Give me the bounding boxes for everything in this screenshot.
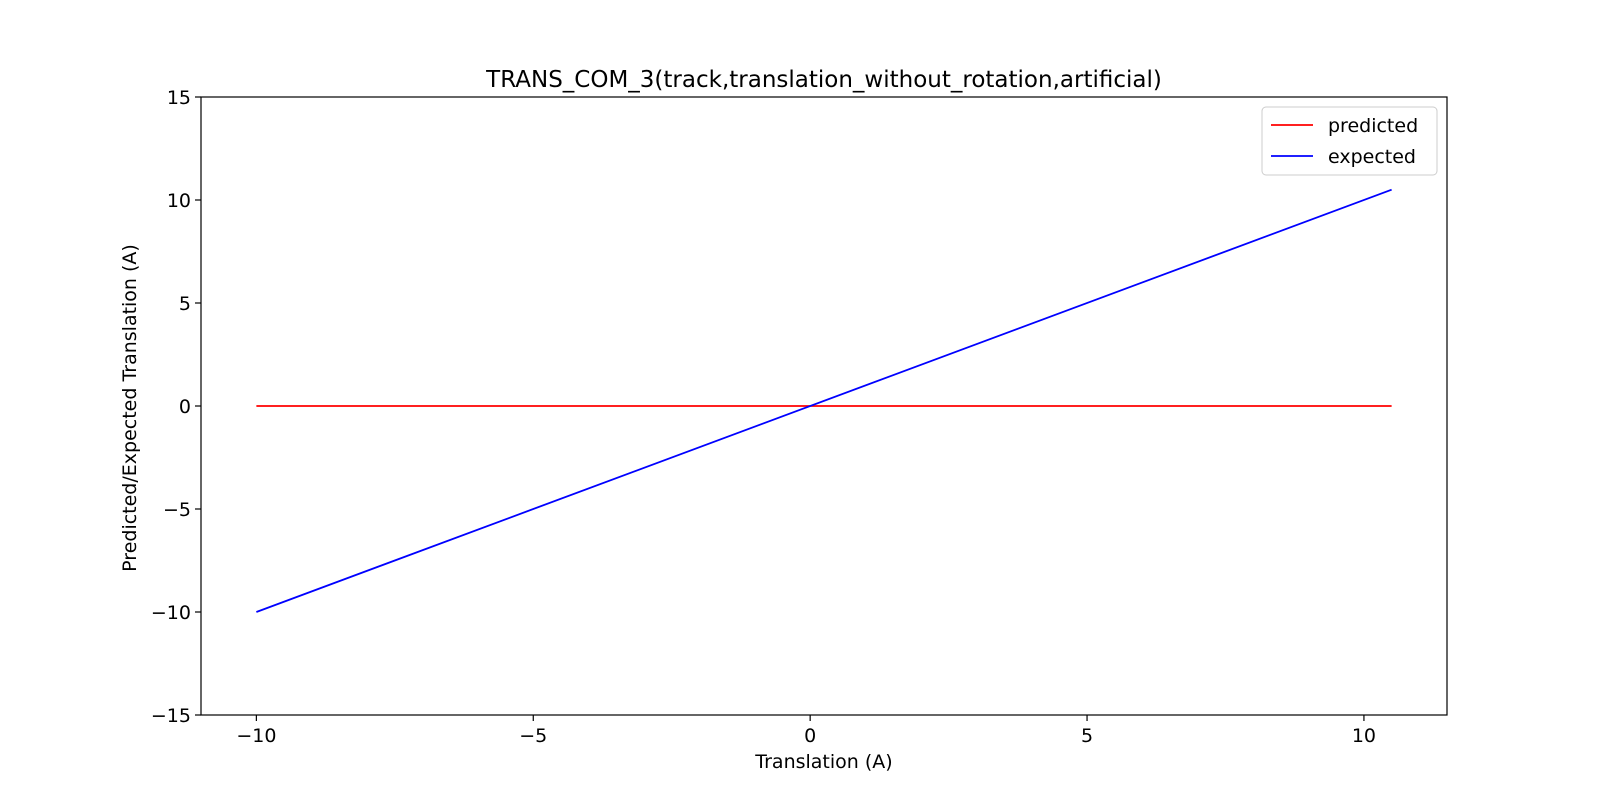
x-tick-label: 0 [804,725,816,747]
x-tick-label: 10 [1352,725,1376,747]
x-axis-label: Translation (A) [754,751,892,773]
y-tick-label: −15 [151,705,191,727]
x-tick-label: −10 [236,725,276,747]
y-tick-label: 5 [179,293,191,315]
plot-area: −10 −5 0 5 10 −15 −10 −5 0 5 10 15 [151,87,1448,747]
y-tick-label: −5 [163,499,191,521]
chart-title: TRANS_COM_3(track,translation_without_ro… [485,67,1162,93]
legend-box [1261,106,1438,176]
y-tick-label: −10 [151,602,191,624]
legend: predicted expected [1261,106,1438,176]
x-tick-label: 5 [1081,725,1093,747]
y-tick-label: 10 [167,190,191,212]
x-tick-label: −5 [519,725,547,747]
y-axis-label: Predicted/Expected Translation (A) [119,244,141,572]
y-tick-label: 0 [179,396,191,418]
legend-label-expected: expected [1328,146,1416,168]
legend-label-predicted: predicted [1328,115,1418,137]
series-line-expected [256,188,1392,613]
y-tick-label: 15 [167,87,191,109]
